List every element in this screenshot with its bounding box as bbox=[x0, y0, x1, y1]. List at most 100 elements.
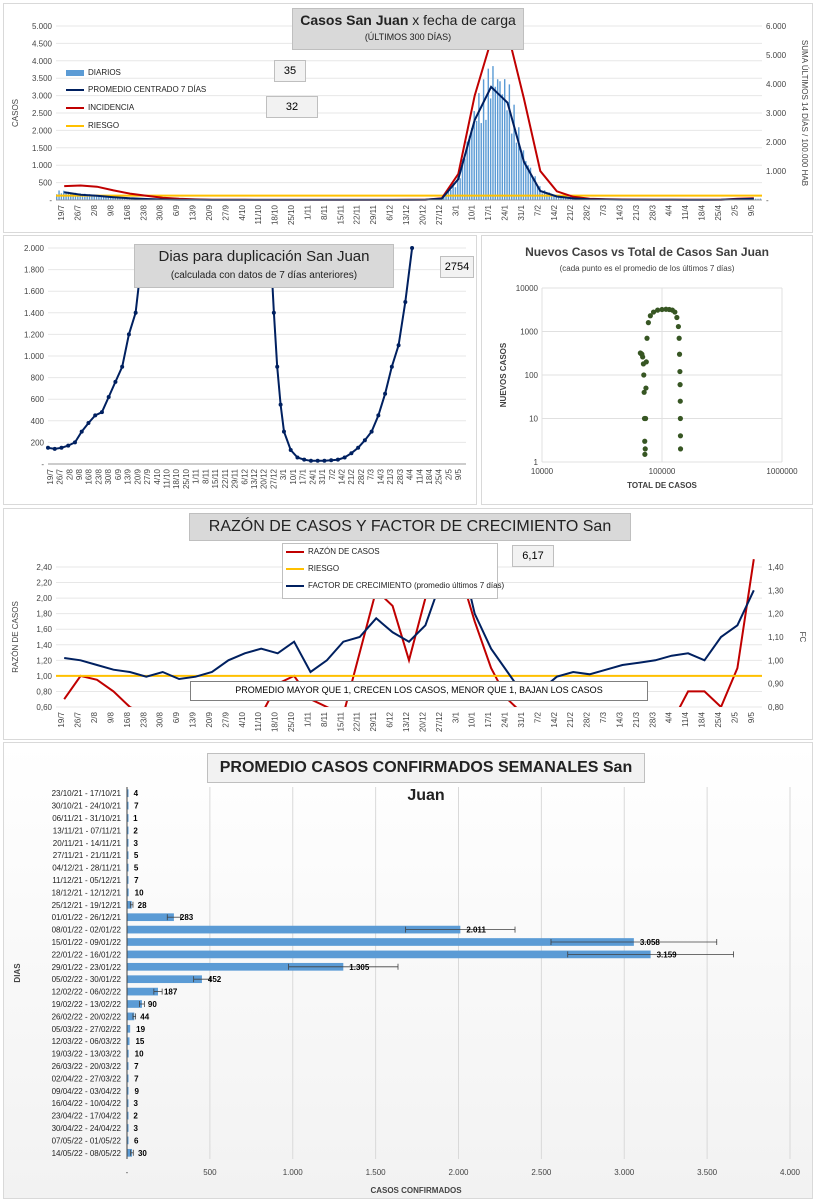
casos-daily-bar bbox=[79, 193, 81, 200]
duplicacion-point bbox=[335, 457, 340, 462]
duplicacion-point bbox=[275, 364, 280, 369]
casos-xtick-label: 27/12 bbox=[435, 204, 444, 225]
razon-legend-riesgo: RIESGO bbox=[286, 564, 339, 573]
semanales-data-label: 19 bbox=[136, 1025, 145, 1034]
casos-xtick-label: 17/1 bbox=[484, 204, 493, 220]
casos-title: Casos San Juan bbox=[300, 12, 409, 28]
casos-xtick-label: 25/4 bbox=[714, 204, 723, 220]
razon-xtick-label: 16/8 bbox=[123, 711, 132, 727]
semanales-bar bbox=[127, 1136, 129, 1145]
scatter-xtick-label: 1000000 bbox=[766, 467, 798, 476]
semanales-data-label: 30 bbox=[138, 1149, 147, 1158]
duplicacion-point bbox=[278, 402, 283, 407]
semanales-title-box: PROMEDIO CASOS CONFIRMADOS SEMANALES San… bbox=[207, 753, 645, 804]
casos-daily-bar bbox=[518, 127, 520, 200]
semanales-category-label: 05/03/22 - 27/02/22 bbox=[52, 1025, 122, 1034]
semanales-data-label: 1.305 bbox=[349, 963, 370, 972]
duplicacion-ytick-label: 600 bbox=[31, 395, 45, 404]
casos-daily-bar bbox=[98, 195, 100, 200]
casos-daily-bar bbox=[121, 197, 124, 200]
casos-daily-bar bbox=[93, 194, 95, 200]
casos-daily-bar bbox=[478, 93, 480, 200]
semanales-bar bbox=[127, 801, 129, 810]
duplicacion-xtick-label: 24/1 bbox=[308, 468, 317, 484]
casos-daily-bar bbox=[529, 167, 532, 200]
duplicacion-point bbox=[86, 420, 91, 425]
duplicacion-xtick-label: 25/10 bbox=[182, 468, 191, 489]
semanales-data-label: 90 bbox=[148, 1000, 157, 1009]
duplicacion-chart-panel: - 200 400 600 800 1.000 1.200 1.400 1.600 1.800 2.… bbox=[3, 235, 477, 505]
casos-daily-bar bbox=[513, 104, 515, 200]
duplicacion-xtick-label: 3/1 bbox=[279, 468, 288, 480]
scatter-point bbox=[647, 313, 653, 319]
duplicacion-xtick-label: 2/5 bbox=[444, 468, 453, 480]
razon-legend-razon: RAZÓN DE CASOS bbox=[286, 547, 380, 556]
casos-xtick-label: 19/7 bbox=[57, 204, 66, 220]
casos-xtick-label: 28/2 bbox=[583, 204, 592, 220]
razon-xtick-label: 1/11 bbox=[303, 711, 312, 727]
casos-xtick-label: 31/1 bbox=[517, 204, 526, 220]
semanales-xtick-label: 2.000 bbox=[448, 1168, 469, 1177]
duplicacion-xtick-label: 31/1 bbox=[318, 468, 327, 484]
casos-ytick-right-label: 6.000 bbox=[766, 22, 787, 31]
casos-daily-bar bbox=[485, 119, 487, 200]
casos-daily-bar bbox=[754, 198, 757, 200]
razon-ytick-right-label: 1,40 bbox=[768, 563, 784, 572]
semanales-data-label: 452 bbox=[208, 975, 222, 984]
duplicacion-subtitle: (calculada con datos de 7 días anteriore… bbox=[170, 270, 358, 281]
casos-daily-bar bbox=[107, 197, 110, 200]
casos-daily-bar bbox=[546, 193, 548, 200]
semanales-category-label: 14/05/22 - 08/05/22 bbox=[52, 1149, 122, 1158]
scatter-xtick-label: 10000 bbox=[531, 467, 554, 476]
casos-xtick-label: 23/8 bbox=[139, 204, 148, 220]
casos-xtick-label: 13/12 bbox=[402, 204, 411, 225]
razon-xtick-label: 6/9 bbox=[172, 711, 181, 723]
razon-xtick-label: 22/11 bbox=[353, 711, 362, 731]
razon-xtick-label: 28/3 bbox=[648, 711, 657, 727]
casos-xtick-label: 9/8 bbox=[106, 204, 115, 216]
semanales-bar bbox=[127, 1037, 130, 1046]
scatter-point bbox=[644, 335, 650, 341]
casos-daily-bar bbox=[550, 194, 553, 200]
casos-daily-bar bbox=[511, 133, 513, 200]
duplicacion-point bbox=[295, 455, 300, 460]
casos-ytick-label: 1.000 bbox=[32, 161, 53, 170]
casos-xtick-label: 29/11 bbox=[369, 204, 378, 224]
casos-daily-bar bbox=[100, 195, 102, 200]
razon-ytick-label: 2,20 bbox=[36, 579, 52, 588]
casos-xtick-label: 9/5 bbox=[747, 204, 756, 216]
razon-legend-fc: FACTOR DE CRECIMIENTO (promedio últimos … bbox=[286, 581, 504, 590]
casos-title-suffix: x fecha de carga bbox=[412, 12, 516, 28]
razon-xtick-label: 9/8 bbox=[106, 711, 115, 723]
semanales-chart-panel: - 500 1.000 1.500 2.000 2.500 3.000 3.500 4.000 C… bbox=[3, 742, 813, 1199]
duplicacion-xtick-label: 2/8 bbox=[65, 468, 74, 480]
scatter-point bbox=[643, 359, 649, 365]
semanales-category-label: 12/03/22 - 06/03/22 bbox=[52, 1037, 122, 1046]
razon-xtick-label: 2/8 bbox=[90, 711, 99, 723]
casos-daily-bar bbox=[457, 175, 459, 200]
casos-ytick-label: 3.500 bbox=[32, 74, 53, 83]
duplicacion-xtick-label: 21/3 bbox=[386, 468, 395, 484]
casos-daily-bar bbox=[86, 196, 88, 200]
razon-ytick-label: 0,60 bbox=[36, 703, 52, 712]
duplicacion-xtick-label: 17/1 bbox=[299, 468, 308, 484]
semanales-data-label: 2 bbox=[133, 826, 138, 835]
razon-xtick-label: 10/1 bbox=[468, 711, 477, 727]
casos-ytick-label: 4.500 bbox=[32, 39, 53, 48]
duplicacion-xtick-label: 18/10 bbox=[172, 468, 181, 489]
scatter-ytick-label: 10000 bbox=[516, 284, 539, 293]
semanales-bar bbox=[127, 1000, 142, 1008]
semanales-bar bbox=[127, 925, 461, 934]
razon-xtick-label: 14/2 bbox=[550, 711, 559, 727]
casos-daily-bar bbox=[539, 186, 541, 200]
scatter-xtick-label: 100000 bbox=[649, 467, 676, 476]
casos-xtick-label: 20/9 bbox=[205, 204, 214, 220]
casos-daily-bar bbox=[496, 79, 499, 200]
razon-xtick-label: 14/3 bbox=[615, 711, 624, 727]
semanales-xtick-label: 3.500 bbox=[697, 1168, 718, 1177]
duplicacion-point bbox=[126, 332, 131, 337]
duplicacion-point bbox=[349, 451, 354, 456]
duplicacion-xtick-label: 4/4 bbox=[406, 468, 415, 480]
duplicacion-point bbox=[396, 343, 401, 348]
razon-xtick-label: 20/12 bbox=[418, 711, 427, 732]
